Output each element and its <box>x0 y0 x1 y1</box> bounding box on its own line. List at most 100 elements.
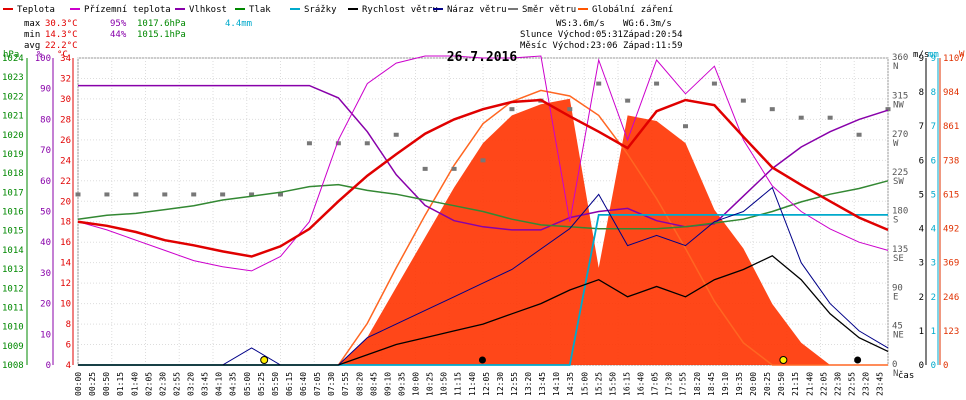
axis-w-tick: 246 <box>943 293 959 303</box>
x-axis-tick: 14:10 <box>552 372 561 396</box>
point-wind-direction <box>335 141 341 146</box>
point-wind-direction <box>220 192 226 197</box>
axis-mm-tick: 8 <box>931 88 936 98</box>
legend-label: Vlhkost <box>189 5 227 15</box>
info-sun: Slunce Východ:05:31 <box>520 30 623 40</box>
axis-degc-tick: 30 <box>60 95 71 105</box>
point-wind-direction <box>162 192 168 197</box>
axis-dir-label: E <box>893 292 898 302</box>
x-axis-tick: 01:40 <box>130 372 139 396</box>
axis-dir-label: SW <box>893 177 904 187</box>
legend-label: Srážky <box>304 5 337 15</box>
axis-hpa-tick: 1012 <box>2 284 24 294</box>
point-wind-direction <box>306 141 312 146</box>
axis-w-tick: 984 <box>943 88 959 98</box>
axis-hpa-tick: 1020 <box>2 131 24 141</box>
x-axis-tick: 02:30 <box>158 372 167 396</box>
axis-dir-tick: 225 <box>892 168 908 178</box>
stats-avg-temp: 22.2°C <box>45 41 78 51</box>
x-axis-tick: 22:30 <box>833 372 842 396</box>
axis-hpa-unit: hPa <box>3 50 19 60</box>
point-wind-direction <box>769 107 775 112</box>
x-axis-tick: 15:00 <box>580 372 589 396</box>
axis-dir-tick: 90 <box>892 283 903 293</box>
axis-ms-tick: 6 <box>919 156 924 166</box>
axis-degc-tick: 34 <box>60 54 71 64</box>
point-wind-direction <box>885 107 891 112</box>
axis-pct-tick: 90 <box>40 85 51 95</box>
stats-max-rain: 4.4mm <box>225 19 252 29</box>
axis-hpa-tick: 1017 <box>2 188 24 198</box>
axis-degc-tick: 18 <box>60 218 71 228</box>
point-wind-direction <box>625 98 631 103</box>
x-axis-tick: 02:05 <box>144 372 153 396</box>
x-axis-tick: 07:05 <box>313 372 322 396</box>
axis-mm-tick: 4 <box>931 225 936 235</box>
x-axis-tick: 06:40 <box>299 372 308 396</box>
axis-mm-tick: 1 <box>931 327 936 337</box>
stats-min-label: min <box>24 30 40 40</box>
point-wind-direction <box>654 81 660 86</box>
x-axis-tick: 15:25 <box>594 372 603 396</box>
axis-dir-label: N <box>893 62 898 72</box>
stats-max-humidity: 95% <box>110 19 127 29</box>
stats-max-label: max <box>24 19 41 29</box>
series-wind-speed-line <box>78 255 889 366</box>
axis-degc-unit: °C <box>57 50 68 60</box>
axis-mm-tick: 3 <box>931 259 936 269</box>
axis-pct-tick: 70 <box>40 146 51 156</box>
axis-w-tick: 861 <box>943 122 959 132</box>
x-axis-tick: 12:55 <box>510 372 519 396</box>
x-axis-tick: 02:55 <box>172 372 181 396</box>
x-axis-tick: 12:05 <box>482 372 491 396</box>
x-axis-tick: 07:55 <box>341 372 350 396</box>
axis-dir-label: S <box>893 216 898 226</box>
x-axis-tick: 11:40 <box>468 372 477 396</box>
x-axis-tick: 23:45 <box>876 372 885 396</box>
x-axis-tick: 14:35 <box>566 372 575 396</box>
info-moon-set: Západ:11:59 <box>623 41 683 51</box>
axis-pct-tick: 100 <box>35 54 51 64</box>
axis-hpa-tick: 1013 <box>2 265 24 275</box>
point-wind-direction <box>683 124 688 129</box>
x-axis-tick: 18:20 <box>693 372 702 396</box>
legend-label: Tlak <box>249 5 271 15</box>
axis-ms-tick: 0 <box>919 361 924 371</box>
axis-dir-label: N <box>893 369 898 379</box>
axis-w-tick: 615 <box>943 190 959 200</box>
axis-hpa-tick: 1009 <box>2 342 24 352</box>
legend-label: Náraz větru <box>447 5 507 15</box>
point-wind-direction <box>740 98 746 103</box>
moonrise-marker <box>854 356 862 364</box>
point-wind-direction <box>711 81 717 86</box>
axis-hpa-tick: 1019 <box>2 150 24 160</box>
sunset-marker <box>779 356 788 364</box>
x-axis-tick: 08:45 <box>369 372 378 396</box>
axis-hpa-tick: 1014 <box>2 246 24 256</box>
x-axis-tick: 17:55 <box>679 372 688 396</box>
axis-hpa-tick: 1018 <box>2 169 24 179</box>
axis-hpa-tick: 1010 <box>2 323 24 333</box>
axis-dir-label: SE <box>893 254 904 264</box>
info-moon: Měsíc Východ:23:06 <box>520 41 618 51</box>
point-wind-direction <box>364 141 370 146</box>
x-axis-tick: 18:45 <box>707 372 716 396</box>
x-axis-tick: 22:05 <box>819 372 828 396</box>
sunrise-marker <box>260 356 269 364</box>
axis-mm-tick: 9 <box>931 54 936 64</box>
point-wind-direction <box>191 192 197 197</box>
axis-hpa-tick: 1008 <box>2 361 24 371</box>
series-solar-area <box>78 98 888 366</box>
stats-max-pressure: 1017.6hPa <box>137 19 186 29</box>
stats-min-pressure: 1015.1hPa <box>137 30 186 40</box>
legend-label: Přízemní teplota <box>84 5 171 15</box>
x-axis-unit: čas <box>898 370 914 381</box>
axis-mm-tick: 2 <box>931 293 936 303</box>
axis-ms-tick: 7 <box>919 122 924 132</box>
axis-w-tick: 1107 <box>943 54 965 64</box>
axis-w-tick: 369 <box>943 259 959 269</box>
x-axis-tick: 21:40 <box>805 372 814 396</box>
x-axis-tick: 09:35 <box>397 372 406 396</box>
point-wind-direction <box>422 166 428 171</box>
